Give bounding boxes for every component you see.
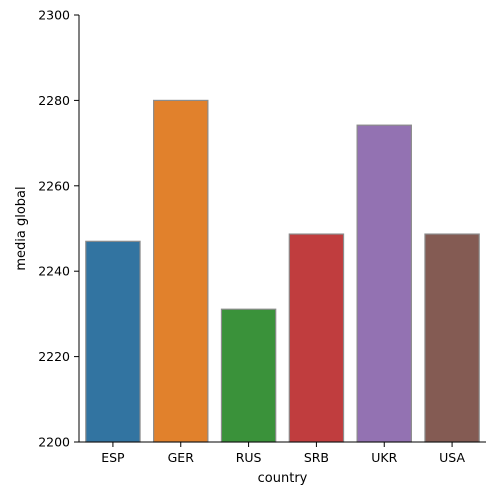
x-tick-label: ESP: [101, 450, 125, 465]
bar-ger: [153, 99, 209, 443]
y-tick-label: 2260: [38, 178, 70, 193]
y-tick-label: 2200: [38, 435, 70, 450]
x-tick-label: UKR: [371, 450, 397, 465]
x-tick-label: SRB: [304, 450, 329, 465]
x-tick-label: GER: [168, 450, 195, 465]
x-tick-label: RUS: [236, 450, 262, 465]
x-axis-label: country: [258, 471, 308, 486]
x-axis-ticks: ESP GER RUS SRB UKR USA: [101, 442, 465, 465]
y-tick-label: 2240: [38, 264, 70, 279]
bar-esp: [85, 240, 141, 443]
y-tick-label: 2280: [38, 93, 70, 108]
bar-ukr: [356, 124, 412, 443]
y-axis-ticks: 2200 2220 2240 2260 2280 2300: [38, 8, 79, 450]
bar-rus: [220, 308, 277, 443]
x-tick-label: USA: [439, 450, 465, 465]
y-tick-label: 2220: [38, 349, 70, 364]
y-axis-label: media global: [14, 186, 29, 270]
bar-srb: [288, 233, 345, 443]
bar-usa: [424, 233, 480, 443]
y-tick-label: 2300: [38, 8, 70, 23]
bars-group: [85, 99, 480, 443]
